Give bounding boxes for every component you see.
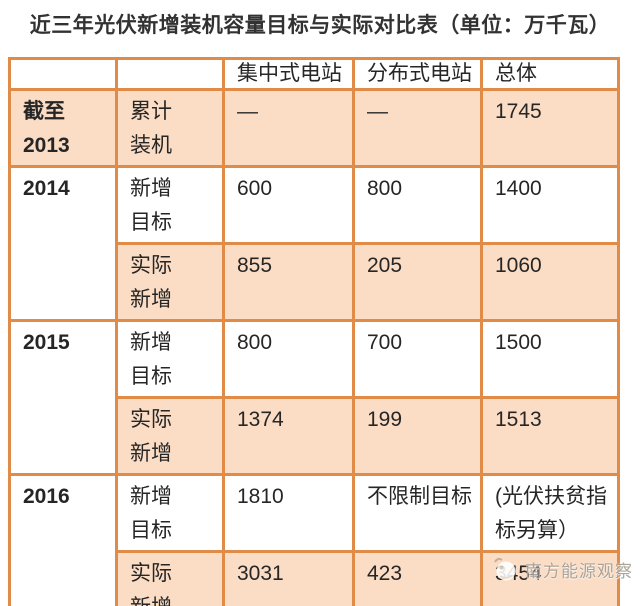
header-distributed: 分布式电站 — [352, 57, 483, 91]
watermark: 南方能源观察 — [492, 555, 633, 583]
row-2014-target: 2014 新增 目标 600 800 1400 — [8, 165, 620, 322]
cell-actual-total-2015: 1513 — [480, 396, 620, 476]
header-empty-year — [8, 57, 118, 91]
cell-label-target-2015: 新增 目标 — [115, 319, 225, 399]
cell-label-actual-2016: 实际 新增 — [115, 550, 225, 606]
cell-actual-centralized-2016: 3031 — [222, 550, 355, 606]
cell-actual-total-2014: 1060 — [480, 242, 620, 322]
pv-capacity-table: 集中式电站 分布式电站 总体 截至 2013 累计 装机 — — 1745 20… — [8, 57, 620, 606]
cell-label-cumulative-2013: 累计 装机 — [115, 88, 225, 168]
cell-target-distributed-2016: 不限制目标 — [352, 473, 483, 553]
cell-centralized-2013: — — [222, 88, 355, 168]
cell-year-2013: 截至 2013 — [8, 88, 118, 168]
cell-target-distributed-2014: 800 — [352, 165, 483, 245]
cell-label-target-2014: 新增 目标 — [115, 165, 225, 245]
row-2015-actual: 实际 新增 1374 199 1513 — [10, 396, 620, 476]
cell-year-2014: 2014 — [8, 165, 118, 322]
row-2014-actual: 实际 新增 855 205 1060 — [10, 242, 620, 322]
header-total: 总体 — [480, 57, 620, 91]
row-2013-cumulative: 截至 2013 累计 装机 — — 1745 — [8, 88, 620, 168]
header-row: 集中式电站 分布式电站 总体 — [8, 57, 620, 91]
cell-actual-centralized-2014: 855 — [222, 242, 355, 322]
cell-target-total-2015: 1500 — [480, 319, 620, 399]
cell-target-centralized-2015: 800 — [222, 319, 355, 399]
cell-actual-distributed-2014: 205 — [352, 242, 483, 322]
row-2016-target: 2016 新增 目标 1810 不限制目标 (光伏扶贫指 标另算） — [8, 473, 620, 606]
cell-actual-distributed-2015: 199 — [352, 396, 483, 476]
cell-total-2013: 1745 — [480, 88, 620, 168]
header-centralized: 集中式电站 — [222, 57, 355, 91]
cell-target-total-2014: 1400 — [480, 165, 620, 245]
cell-actual-centralized-2015: 1374 — [222, 396, 355, 476]
table-title: 近三年光伏新增装机容量目标与实际对比表（单位：万千瓦） — [29, 14, 611, 37]
cell-year-2016: 2016 — [8, 473, 118, 606]
cell-label-actual-2015: 实际 新增 — [115, 396, 225, 476]
cell-target-centralized-2016: 1810 — [222, 473, 355, 553]
cell-actual-distributed-2016: 423 — [352, 550, 483, 606]
watermark-logo-icon — [494, 557, 516, 581]
cell-distributed-2013: — — [352, 88, 483, 168]
cell-target-total-2016: (光伏扶贫指 标另算） — [480, 473, 620, 553]
cell-target-centralized-2014: 600 — [222, 165, 355, 245]
watermark-text: 南方能源观察 — [525, 561, 633, 581]
cell-target-distributed-2015: 700 — [352, 319, 483, 399]
cell-label-actual-2014: 实际 新增 — [115, 242, 225, 322]
row-2016-actual: 实际 新增 3031 423 3454 — [10, 550, 620, 606]
cell-label-target-2016: 新增 目标 — [115, 473, 225, 553]
header-empty-type — [115, 57, 225, 91]
row-2015-target: 2015 新增 目标 800 700 1500 — [8, 319, 620, 476]
cell-year-2015: 2015 — [8, 319, 118, 476]
